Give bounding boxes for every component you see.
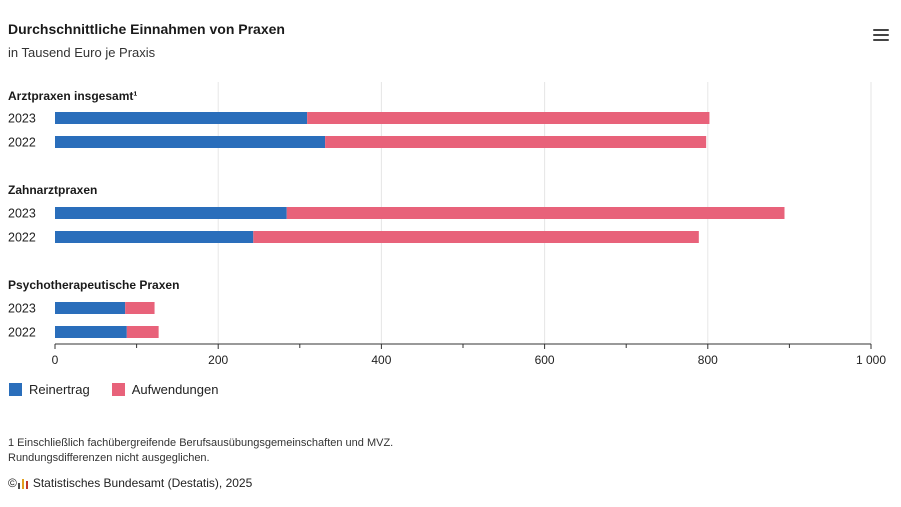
bar-aufwendungen — [325, 136, 707, 148]
x-tick-label: 400 — [371, 353, 391, 367]
chart-title: Durchschnittliche Einnahmen von Praxen — [8, 21, 285, 37]
legend-item-aufwendungen[interactable]: Aufwendungen — [111, 382, 219, 397]
bar-reinertrag — [55, 112, 308, 124]
chart-subtitle: in Tausend Euro je Praxis — [8, 45, 156, 60]
category-label: 2022 — [8, 231, 36, 245]
legend-swatch-reinertrag — [9, 383, 22, 396]
footnote: 1 Einschließlich fachübergreifende Beruf… — [8, 436, 393, 466]
bar-reinertrag — [55, 302, 126, 314]
bar-aufwendungen — [286, 207, 785, 219]
legend-label-aufwendungen: Aufwendungen — [131, 382, 219, 397]
x-tick-label: 200 — [208, 353, 228, 367]
destatis-logo-icon — [17, 478, 30, 489]
group-label: Zahnarztpraxen — [8, 183, 97, 197]
legend-swatch-aufwendungen — [111, 383, 125, 396]
x-tick-label: 600 — [535, 353, 555, 367]
bar-aufwendungen — [307, 112, 710, 124]
bar-chart: Arztpraxen insgesamt¹ 2023 2022 Zahnarztpra… — [8, 82, 886, 367]
legend-item-reinertrag[interactable]: Reinertrag — [9, 382, 90, 397]
source: © Statistisches Bundesamt (Destatis), 20… — [8, 476, 252, 490]
category-label: 2023 — [8, 207, 36, 221]
x-tick-label: 1 000 — [856, 353, 886, 367]
bar-aufwendungen — [253, 231, 699, 243]
category-label: 2023 — [8, 302, 36, 316]
bar-reinertrag — [55, 136, 326, 148]
bar-aufwendungen — [125, 302, 155, 314]
bar-reinertrag — [55, 326, 127, 338]
category-label: 2023 — [8, 112, 36, 126]
hamburger-menu-icon[interactable] — [871, 26, 891, 44]
copyright-symbol: © — [8, 476, 17, 490]
source-text: Statistisches Bundesamt (Destatis), 2025 — [32, 476, 253, 490]
bar-reinertrag — [55, 207, 287, 219]
x-tick-label: 800 — [698, 353, 718, 367]
bar-reinertrag — [55, 231, 254, 243]
footnote-line-2: Rundungsdifferenzen nicht ausgeglichen. — [8, 452, 210, 464]
legend: Reinertrag Aufwendungen — [9, 382, 240, 397]
category-label: 2022 — [8, 326, 36, 340]
legend-label-reinertrag: Reinertrag — [29, 382, 90, 397]
group-label: Arztpraxen insgesamt¹ — [8, 89, 137, 103]
group-label: Psychotherapeutische Praxen — [8, 278, 179, 292]
bar-aufwendungen — [126, 326, 159, 338]
category-label: 2022 — [8, 136, 36, 150]
footnote-line-1: 1 Einschließlich fachübergreifende Beruf… — [8, 437, 394, 449]
x-tick-label: 0 — [52, 353, 59, 367]
